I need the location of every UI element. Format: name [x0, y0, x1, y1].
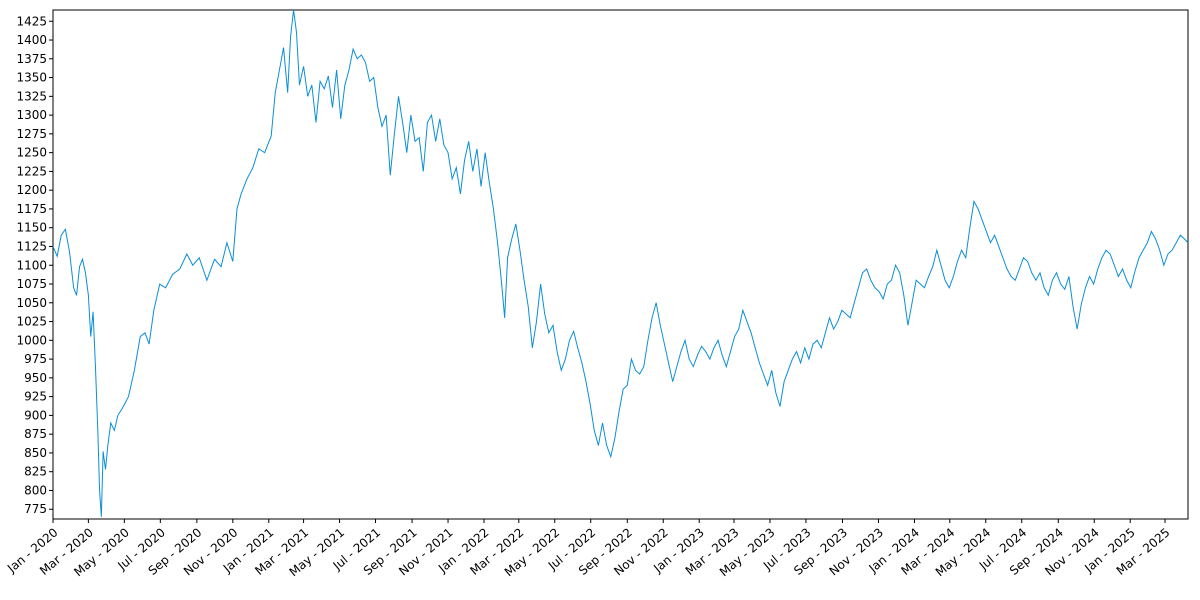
y-tick-label: 925	[24, 390, 47, 404]
y-tick-label: 1175	[16, 202, 47, 216]
y-tick-label: 1425	[16, 14, 47, 28]
y-tick-label: 1250	[16, 146, 47, 160]
y-tick-label: 800	[24, 483, 47, 497]
y-tick-label: 1200	[16, 183, 47, 197]
y-axis: 775 800 825 850 875 900 925 950 975 1000 1025 1050 1…	[16, 14, 53, 516]
y-tick-label: 1150	[16, 221, 47, 235]
y-tick-label: 775	[24, 502, 47, 516]
y-tick-label: 825	[24, 465, 47, 479]
y-tick-label: 1300	[16, 108, 47, 122]
y-tick-label: 1125	[16, 239, 47, 253]
y-tick-label: 850	[24, 446, 47, 460]
y-tick-label: 1225	[16, 164, 47, 178]
y-tick-label: 1075	[16, 277, 47, 291]
y-tick-label: 1000	[16, 333, 47, 347]
y-tick-label: 975	[24, 352, 47, 366]
y-tick-label: 1275	[16, 127, 47, 141]
y-tick-label: 1025	[16, 315, 47, 329]
plot-frame	[52, 9, 1189, 520]
y-tick-label: 950	[24, 371, 47, 385]
y-tick-label: 1325	[16, 89, 47, 103]
y-tick-label: 1375	[16, 52, 47, 66]
y-tick-label: 900	[24, 408, 47, 422]
y-tick-label: 1400	[16, 33, 47, 47]
y-tick-label: 1350	[16, 71, 47, 85]
y-tick-label: 1100	[16, 258, 47, 272]
price-series-line	[52, 9, 1189, 517]
y-tick-label: 875	[24, 427, 47, 441]
y-tick-label: 1050	[16, 296, 47, 310]
